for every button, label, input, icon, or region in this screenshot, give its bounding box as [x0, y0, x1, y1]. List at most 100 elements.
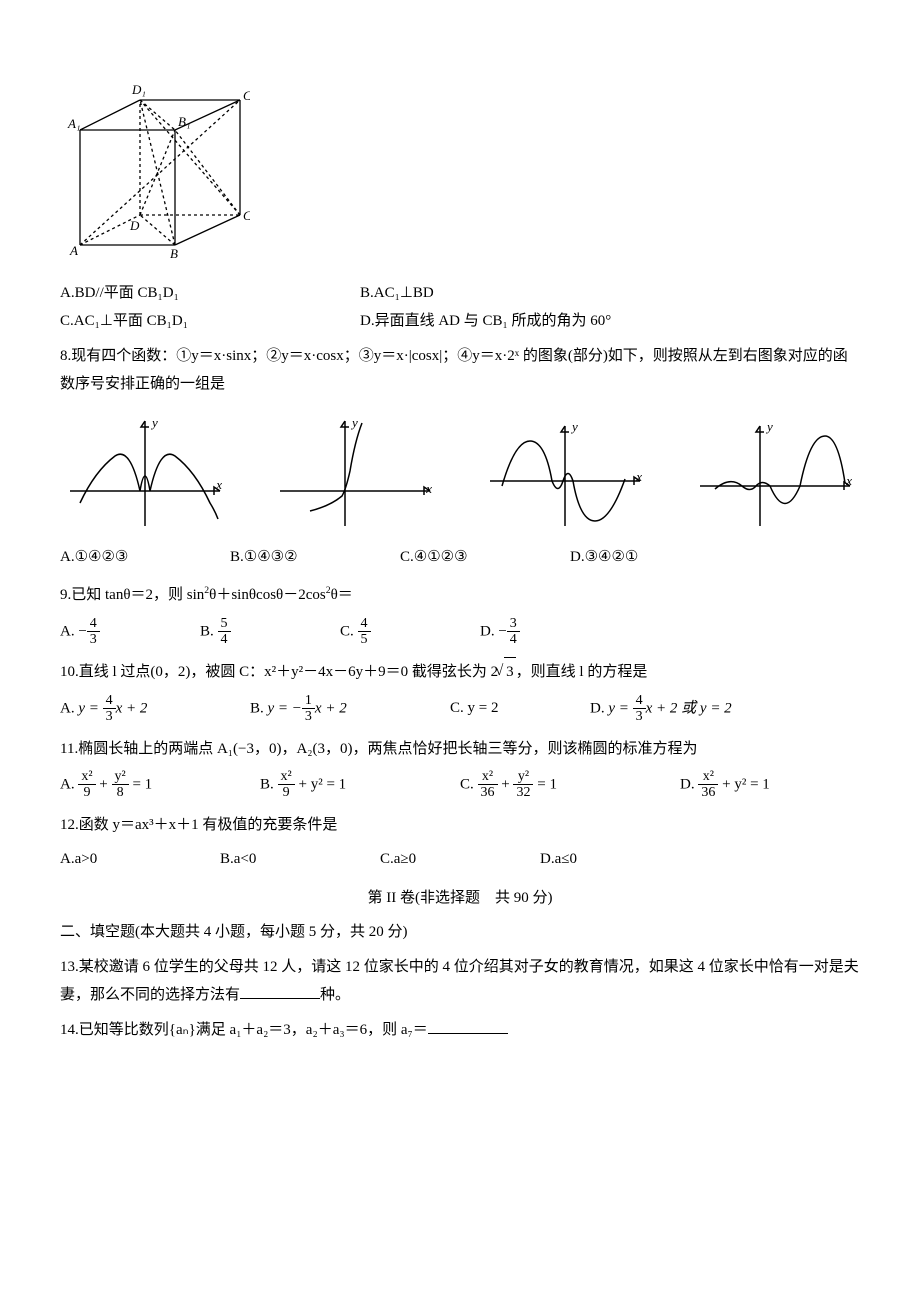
q12-stem: 12.函数 y＝ax³＋x＋1 有极值的充要条件是: [60, 811, 860, 840]
q9b-n: 5: [218, 616, 231, 632]
q9d-n: 3: [507, 616, 520, 632]
p: B.: [250, 700, 268, 716]
axis-x: x: [636, 465, 642, 490]
q12-opt-d: D.a≤0: [540, 845, 577, 874]
q10-opt-d: D. y = 43x + 2 或 y = 2: [590, 693, 732, 725]
axis-x: x: [426, 477, 432, 502]
q10-b: ，则直线 l 的方程是: [516, 664, 648, 680]
q9b-d: 4: [218, 632, 231, 647]
label-C1: C₁: [243, 88, 250, 103]
q9d-d: 4: [507, 632, 520, 647]
q9-c: θ＝: [331, 587, 353, 603]
q12-opt-c: C.a≥0: [380, 845, 500, 874]
q10-stem: 10.直线 l 过点(0，2)，被圆 C：x²＋y²－4x－6y＋9＝0 截得弦…: [60, 657, 860, 687]
blank: [428, 1018, 508, 1034]
q9c-d: 5: [358, 632, 371, 647]
po: x + 2: [116, 700, 148, 716]
yd: 8: [112, 785, 129, 800]
blank: [240, 983, 320, 999]
q8-opt-d: D.③④②①: [570, 543, 638, 572]
yd: 32: [513, 785, 533, 800]
axis-y: y: [352, 411, 358, 436]
xd: 36: [478, 785, 498, 800]
xn: x²: [698, 769, 718, 785]
q11-opt-b: B. x²9 + y² = 1: [260, 769, 420, 801]
xn: x²: [278, 769, 295, 785]
part2-title: 第 II 卷(非选择题 共 90 分): [60, 884, 860, 913]
q9-opt-c: C. 45: [340, 616, 440, 648]
axis-y: y: [152, 411, 158, 436]
q8-opt-c: C.④①②③: [400, 543, 530, 572]
q8-graphs: x y x y x y x y: [60, 411, 860, 531]
cube-figure: A B C D A₁ B₁ C₁ D₁: [60, 70, 860, 271]
q10-sqrt: 3: [504, 657, 516, 687]
po: x + 2: [315, 700, 347, 716]
yp: y²: [311, 776, 323, 792]
q7-opt-c: C.AC₁⊥平面 CB₁D₁: [60, 307, 320, 336]
yp: y²: [734, 776, 746, 792]
q9-a: 9.已知 tanθ＝2，则 sin: [60, 587, 204, 603]
axis-x: x: [846, 469, 852, 494]
yn: y²: [112, 769, 129, 785]
q10-opt-c: C. y = 2: [450, 694, 550, 723]
q8-opt-a: A.①④②③: [60, 543, 190, 572]
q10-a: 10.直线 l 过点(0，2)，被圆 C：x²＋y²－4x－6y＋9＝0 截得弦…: [60, 664, 498, 680]
xd: 9: [278, 785, 295, 800]
q9d-pre: D. −: [480, 623, 507, 639]
label-C: C: [243, 208, 250, 223]
q9c-n: 4: [358, 616, 371, 632]
q7-opt-d: D.异面直线 AD 与 CB₁ 所成的角为 60°: [360, 307, 611, 336]
q9-stem: 9.已知 tanθ＝2，则 sin2θ＋sinθcosθ－2cos2θ＝: [60, 581, 860, 610]
p: A.: [60, 700, 78, 716]
n: 1: [302, 693, 315, 709]
q13-b: 种。: [320, 987, 350, 1003]
xd: 9: [78, 785, 95, 800]
y: y =: [608, 700, 632, 716]
q9a-n: 4: [87, 616, 100, 632]
q11-opt-a: A. x²9 + y²8 = 1: [60, 769, 220, 801]
cube-svg: A B C D A₁ B₁ C₁ D₁: [60, 70, 250, 260]
q9b-pre: B.: [200, 623, 218, 639]
q13-a: 13.某校邀请 6 位学生的父母共 12 人，请这 12 位家长中的 4 位介绍…: [60, 959, 859, 1004]
xn: x²: [478, 769, 498, 785]
q9-b: θ＋sinθcosθ－2cos: [209, 587, 326, 603]
axis-y: y: [767, 415, 773, 440]
po: x + 2 或 y = 2: [646, 700, 732, 716]
label-D1: D₁: [131, 82, 146, 97]
q9-opt-d: D. −34: [480, 616, 520, 648]
q9a-d: 3: [87, 632, 100, 647]
d: 3: [103, 709, 116, 724]
q11-stem: 11.椭圆长轴上的两端点 A₁(−3，0)，A₂(3，0)，两焦点恰好把长轴三等…: [60, 735, 860, 764]
n: 4: [633, 693, 646, 709]
p: D.: [590, 700, 608, 716]
label-D: D: [129, 218, 140, 233]
axis-x: x: [216, 473, 222, 498]
q9-opt-b: B. 54: [200, 616, 300, 648]
label-B: B: [170, 246, 178, 260]
q8-opt-b: B.①④③②: [230, 543, 360, 572]
q13: 13.某校邀请 6 位学生的父母共 12 人，请这 12 位家长中的 4 位介绍…: [60, 953, 860, 1010]
q12-opt-a: A.a>0: [60, 845, 180, 874]
label-B1: B₁: [178, 114, 190, 129]
fill-title: 二、填空题(本大题共 4 小题，每小题 5 分，共 20 分): [60, 918, 860, 947]
q9c-pre: C.: [340, 623, 358, 639]
q10-opt-b: B. y = −13x + 2: [250, 693, 410, 725]
q8-stem: 8.现有四个函数：①y＝x·sinx；②y＝x·cosx；③y＝x·|cosx|…: [60, 342, 860, 399]
q7-opt-b: B.AC₁⊥BD: [360, 279, 434, 308]
yn: y²: [513, 769, 533, 785]
q14-a: 14.已知等比数列{aₙ}满足 a₁＋a₂＝3，a₂＋a₃＝6，则 a₇＝: [60, 1022, 428, 1038]
xn: x²: [78, 769, 95, 785]
label-A1: A₁: [67, 116, 80, 131]
d: 3: [302, 709, 315, 724]
q9a-pre: A. −: [60, 623, 87, 639]
q11-opt-c: C. x²36 + y²32 = 1: [460, 769, 640, 801]
q12-opt-b: B.a<0: [220, 845, 340, 874]
axis-y: y: [572, 415, 578, 440]
y: y =: [78, 700, 102, 716]
label-A: A: [69, 243, 78, 258]
q10-opt-a: A. y = 43x + 2: [60, 693, 210, 725]
q9-opt-a: A. −43: [60, 616, 160, 648]
y: y = −: [268, 700, 302, 716]
q11-opt-d: D. x²36 + y² = 1: [680, 769, 770, 801]
q14: 14.已知等比数列{aₙ}满足 a₁＋a₂＝3，a₂＋a₃＝6，则 a₇＝: [60, 1016, 860, 1045]
